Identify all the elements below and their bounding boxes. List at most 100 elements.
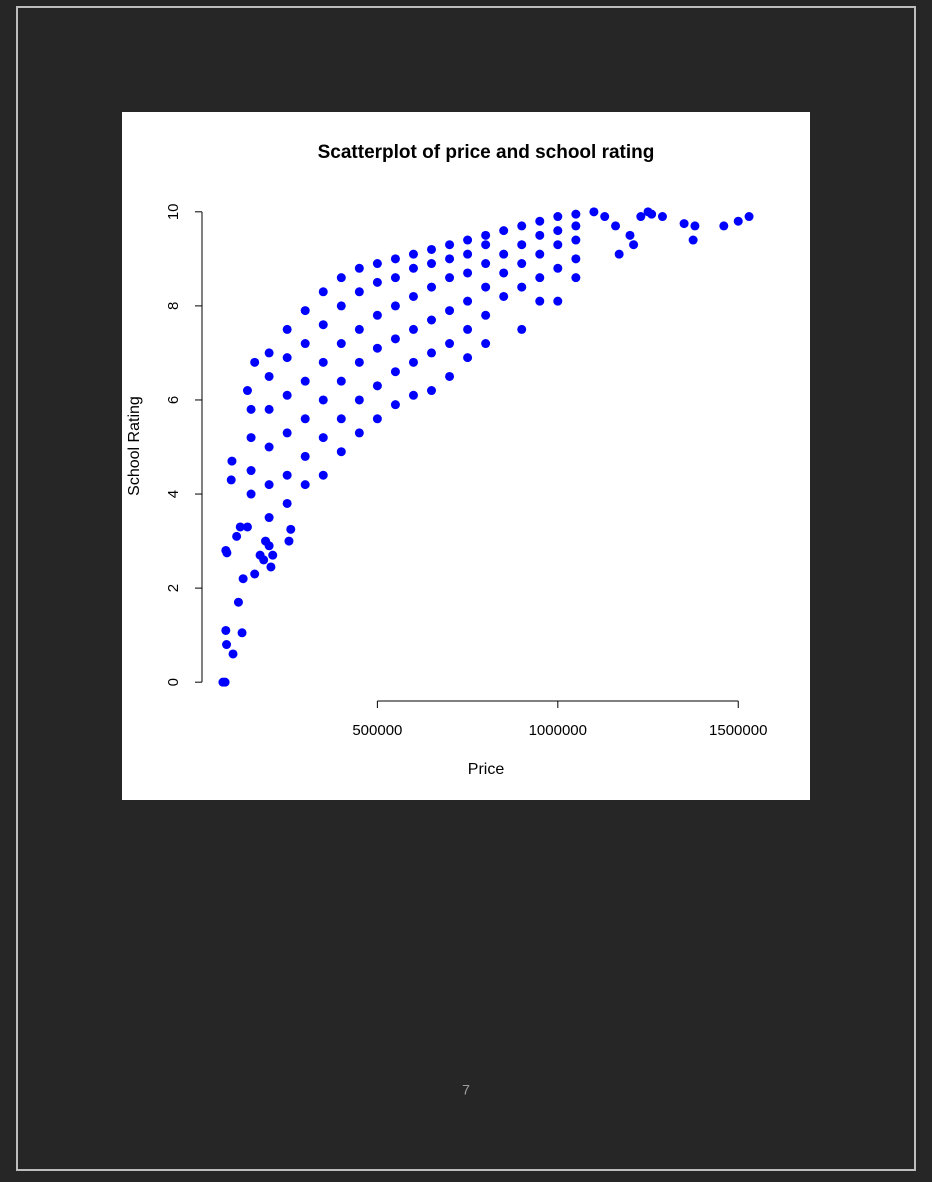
point [481,240,491,250]
point [282,428,292,438]
point [282,470,292,480]
point [336,376,346,386]
point [517,282,527,292]
point [250,357,260,367]
point [481,339,491,349]
point [372,381,382,391]
point [354,263,364,273]
point [227,456,237,466]
point [481,259,491,269]
point [571,209,581,219]
point [733,216,743,226]
point [264,371,274,381]
point [427,244,437,254]
point [233,597,243,607]
y-tick-label: 4 [165,490,182,498]
point [300,480,310,490]
point [427,348,437,358]
point [250,569,260,579]
point [390,254,400,264]
point [390,273,400,283]
point [300,339,310,349]
point [408,263,418,273]
point [427,282,437,292]
point [242,522,252,532]
point [481,282,491,292]
point [427,315,437,325]
point [408,390,418,400]
point [300,414,310,424]
point [688,235,698,245]
point [614,249,624,259]
page-number: 7 [462,1082,470,1098]
y-tick-label: 0 [165,678,182,686]
point [354,324,364,334]
point [445,254,455,264]
point [268,550,278,560]
point [499,249,509,259]
point [719,221,729,231]
point [571,221,581,231]
point [445,339,455,349]
point [300,306,310,316]
point [318,287,328,297]
point [242,386,252,396]
y-axis-label: School Rating [126,396,143,496]
point [463,249,473,259]
y-tick-label: 6 [165,396,182,404]
point [408,249,418,259]
x-tick-label: 1000000 [529,722,587,739]
point [318,470,328,480]
point [372,414,382,424]
point [535,296,545,306]
point [221,625,231,635]
point [625,230,635,240]
point [220,677,230,687]
point [232,531,242,541]
point [354,428,364,438]
point [237,628,247,638]
point [571,235,581,245]
point [336,301,346,311]
point [336,273,346,283]
point [246,404,256,414]
x-axis-label: Price [468,761,505,778]
point [222,548,232,558]
point [535,230,545,240]
point [372,277,382,287]
point [282,353,292,363]
y-tick-label: 8 [165,302,182,310]
point [481,310,491,320]
point [264,541,274,551]
point [463,268,473,278]
point [264,442,274,452]
y-tick-label: 10 [165,203,182,220]
point [517,324,527,334]
point [535,249,545,259]
point [222,640,232,650]
point [463,353,473,363]
point [372,310,382,320]
point [264,348,274,358]
point [571,254,581,264]
point [499,291,509,301]
point [354,357,364,367]
point [246,466,256,476]
point [336,339,346,349]
point [372,259,382,269]
point [284,536,294,546]
point [318,433,328,443]
point [318,395,328,405]
x-tick-label: 1500000 [709,722,767,739]
point [408,291,418,301]
point [517,221,527,231]
point [553,212,563,222]
point [246,489,256,499]
point [264,480,274,490]
point [481,230,491,240]
point [259,555,269,565]
point [517,240,527,250]
point [499,226,509,236]
point [372,343,382,353]
point [246,433,256,443]
